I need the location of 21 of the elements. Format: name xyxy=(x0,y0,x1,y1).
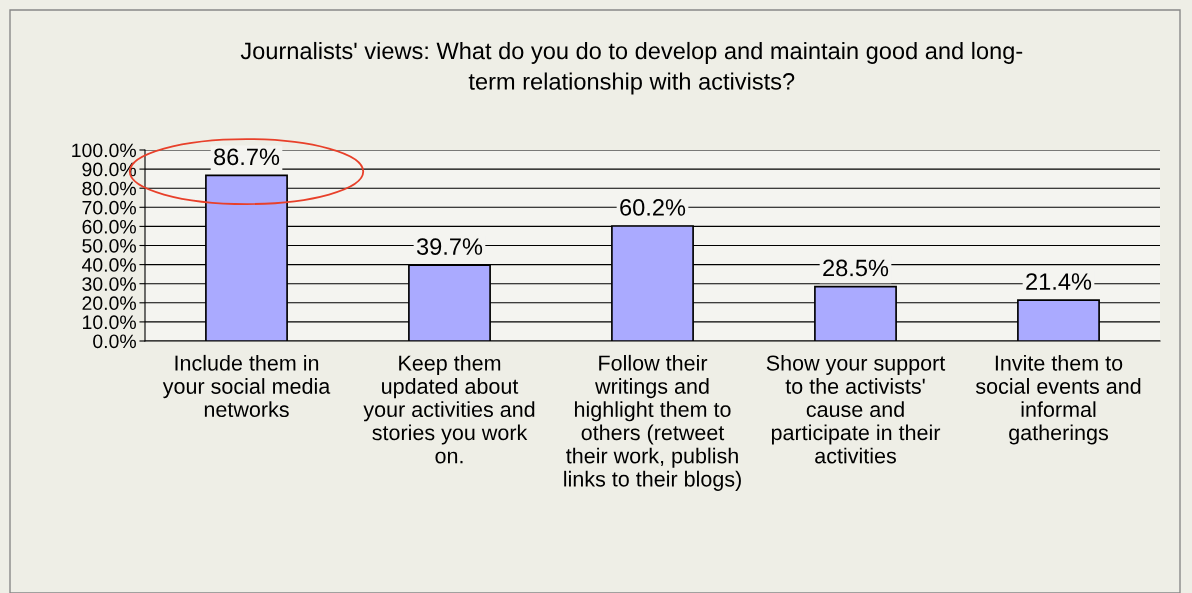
data-label: 60.2% xyxy=(620,199,686,216)
y-tick-label: 70.0% xyxy=(82,200,136,215)
data-label: 21.4% xyxy=(1026,273,1092,290)
chart-title: Journalists' views: What do you do to develop and maintain good and long- term relationship with activists? xyxy=(240,41,1023,95)
y-tick-label: 30.0% xyxy=(82,277,136,291)
data-label: 39.7% xyxy=(416,238,483,255)
x-tick-label: Show your support to the activists' cause and participate in their activities xyxy=(766,354,946,464)
y-tick-label: 20.0% xyxy=(82,296,136,311)
x-tick-label: Keep them updated about your activities and stories you work on. xyxy=(363,354,535,464)
y-tick-label: 10.0% xyxy=(83,315,136,330)
y-tick-label: 100.0% xyxy=(72,143,136,158)
y-tick-label: 0.0% xyxy=(93,334,136,349)
data-label: 86.7% xyxy=(214,148,280,166)
x-tick-label: Invite them to social events and informal gatherings xyxy=(975,354,1141,445)
y-tick-label: 80.0% xyxy=(82,181,136,196)
x-tick-label: Follow their writings and highlight them to others (retweet their work, publish links to their blogs) xyxy=(564,354,741,491)
y-tick-label: 40.0% xyxy=(81,258,136,272)
y-tick-label: 60.0% xyxy=(82,219,136,234)
y-tick-label: 50.0% xyxy=(82,238,136,253)
x-tick-label: Include them in your social media networks xyxy=(162,354,331,418)
data-label: 28.5% xyxy=(823,259,889,277)
